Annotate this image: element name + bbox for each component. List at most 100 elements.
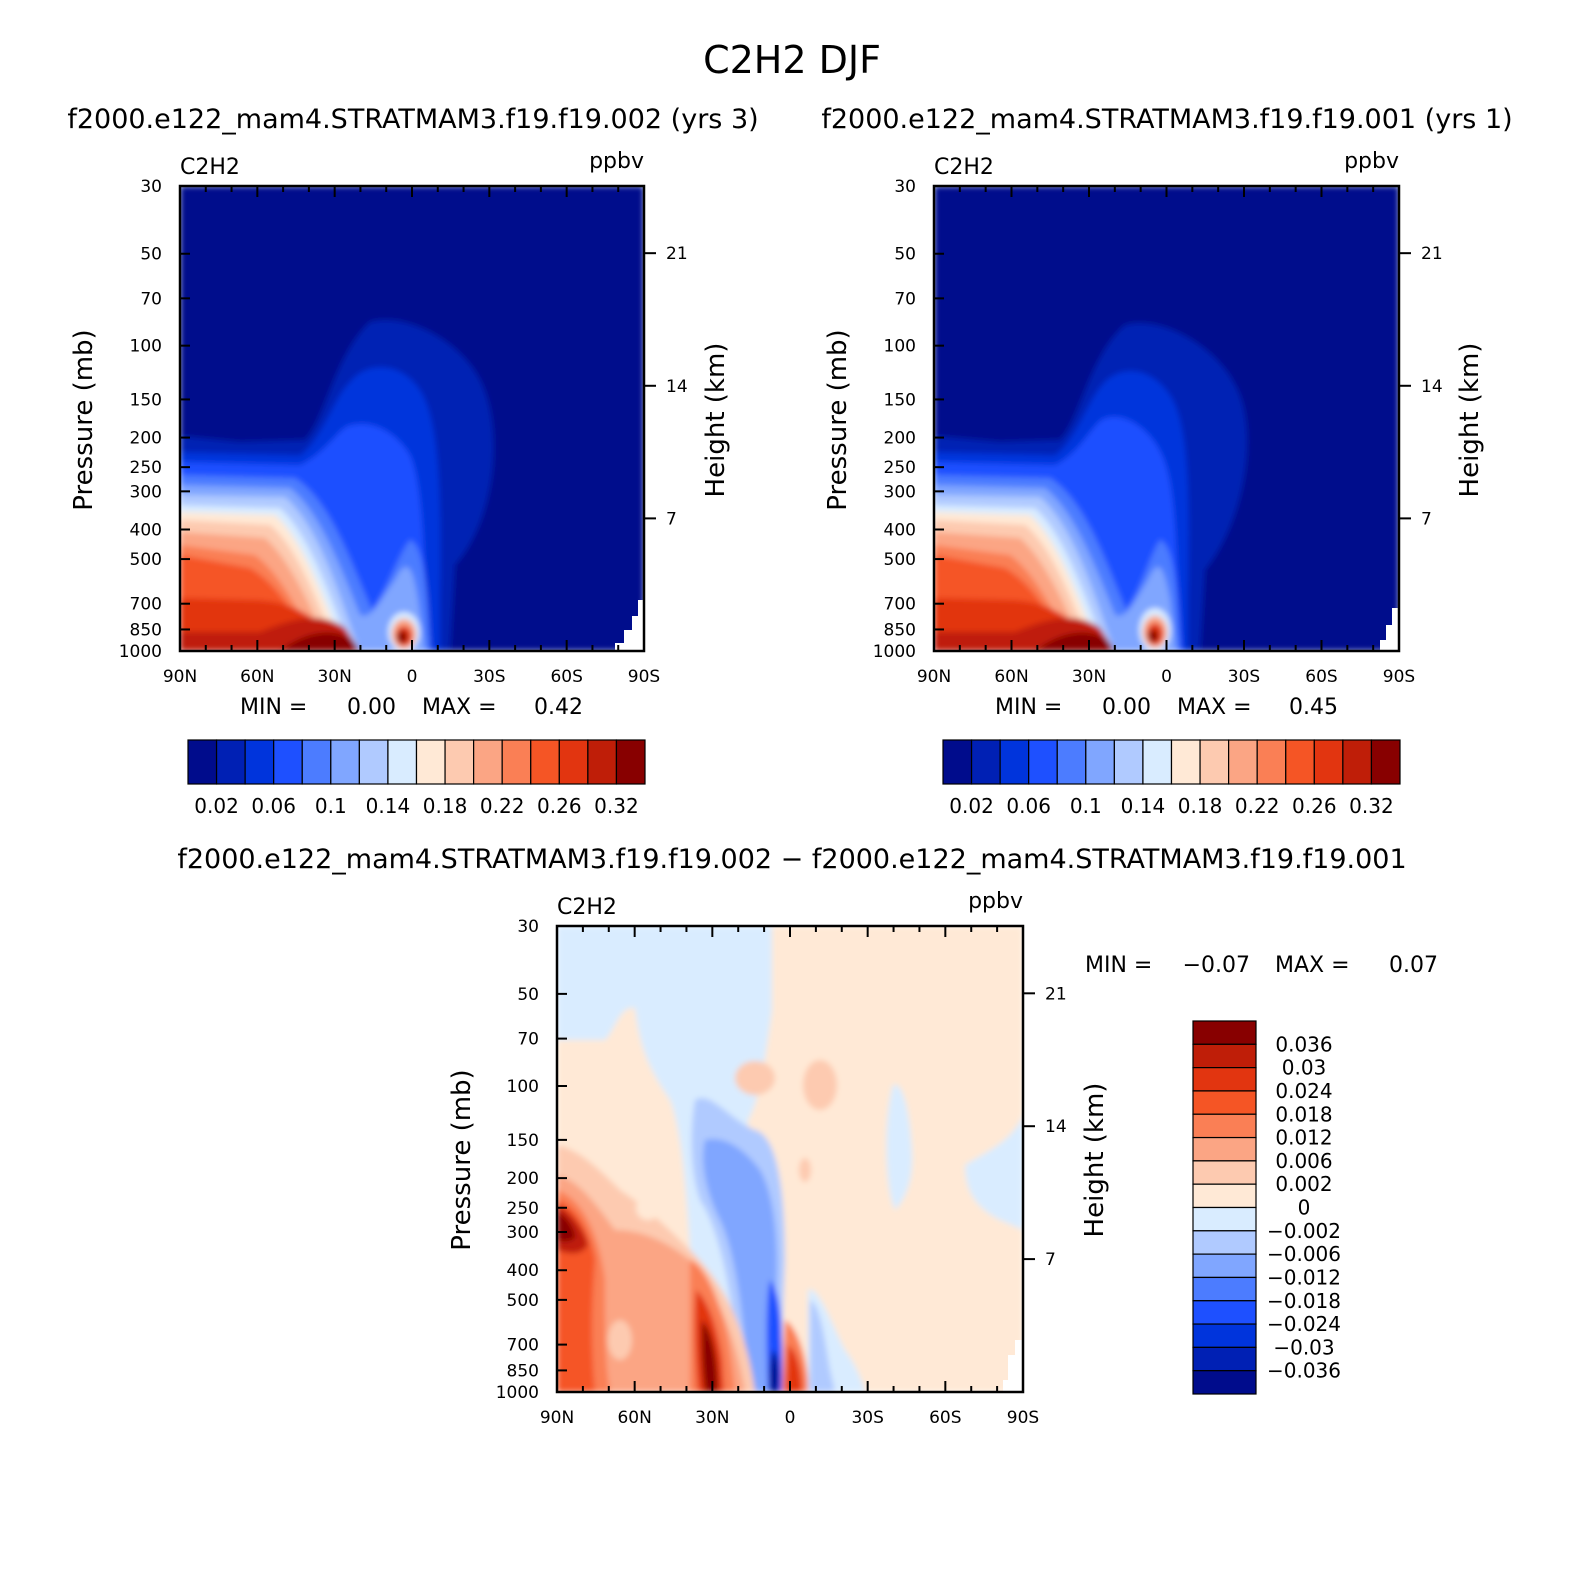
y-tick-label: 50 — [140, 245, 162, 265]
colorbar-swatch — [473, 739, 503, 785]
variable-label-diff: C2H2 — [557, 895, 617, 920]
y-tick-label: 30 — [894, 177, 916, 197]
y-tick-label: 30 — [517, 917, 539, 937]
height-tick-label: 21 — [1045, 984, 1067, 1004]
panel-case1: 90N 60N 30N 0 30S 60S 90S 30 50 70 100 150 200 250 300… — [69, 149, 731, 818]
x-tick-label: 30S — [851, 1408, 883, 1428]
y-tick-label: 700 — [507, 1336, 539, 1356]
height-tick-label: 14 — [666, 377, 688, 397]
x-tick-label: 60S — [550, 667, 582, 687]
colorbar-label: 0.024 — [1275, 1079, 1332, 1103]
x-tick-label: 30S — [1228, 667, 1260, 687]
y-tick-label: 1000 — [873, 642, 916, 662]
x-tick-label: 60N — [240, 667, 274, 687]
colorbar-swatch — [1085, 739, 1115, 785]
colorbar-swatch — [1285, 739, 1315, 785]
axes-diff: 90N 60N 30N 0 30S 60S 90S 30 50 70 100 150 200 250 300… — [496, 917, 1067, 1428]
colorbar-label: 0.32 — [1349, 794, 1394, 818]
colorbar-label: −0.036 — [1267, 1359, 1341, 1383]
height-tick-label: 7 — [1045, 1250, 1056, 1270]
colorbar-swatch — [1256, 739, 1287, 785]
y-tick-label: 850 — [507, 1361, 539, 1381]
x-tick-label: 60N — [617, 1408, 651, 1428]
x-tick-label: 90N — [163, 667, 197, 687]
colorbar-swatch — [1192, 1136, 1257, 1162]
colorbar-case2: 0.02 0.06 0.1 0.14 0.18 0.22 0.26 0.32 — [942, 739, 1401, 818]
colorbar-swatch — [558, 739, 589, 785]
max-label-case2: MAX = — [1177, 695, 1252, 720]
colorbar-swatch — [1056, 739, 1087, 785]
min-label-diff: MIN = — [1085, 953, 1152, 978]
colorbar-diff: 0.0360.030.0240.0180.0120.0060.0020−0.00… — [1192, 1020, 1341, 1395]
colorbar-swatch — [273, 739, 303, 785]
colorbar-label: −0.018 — [1267, 1289, 1341, 1313]
y-tick-label: 100 — [884, 337, 916, 357]
colorbar-label: −0.012 — [1267, 1265, 1341, 1289]
y-tick-label: 100 — [130, 337, 162, 357]
contour-field-case2 — [934, 186, 1399, 651]
max-value-diff: 0.07 — [1389, 953, 1438, 978]
ylabel-case1: Pressure (mb) — [69, 329, 99, 510]
y-tick-label: 50 — [517, 985, 539, 1005]
y-tick-label: 150 — [507, 1131, 539, 1151]
colorbar-label: 0.18 — [1178, 794, 1223, 818]
min-value-case1: 0.00 — [347, 695, 396, 720]
colorbar-swatch — [1199, 739, 1230, 785]
ylabel-right-case2: Height (km) — [1455, 343, 1485, 498]
height-tick-label: 14 — [1045, 1117, 1067, 1137]
x-tick-label: 30N — [695, 1408, 729, 1428]
colorbar-swatch — [970, 739, 1001, 785]
units-label-case2: ppbv — [1344, 149, 1399, 174]
colorbar-label: −0.03 — [1273, 1335, 1334, 1359]
y-tick-label: 50 — [894, 245, 916, 265]
colorbar-swatch — [1142, 739, 1173, 785]
y-tick-label: 300 — [130, 482, 162, 502]
height-tick-label: 7 — [1421, 509, 1432, 529]
colorbar-label: 0.018 — [1275, 1102, 1332, 1126]
colorbar-swatch — [1192, 1183, 1257, 1209]
y-tick-label: 30 — [140, 177, 162, 197]
x-tick-label: 90S — [628, 667, 660, 687]
colorbar-swatch — [244, 739, 275, 785]
variable-label-case2: C2H2 — [934, 155, 994, 180]
colorbar-label: 0.02 — [949, 794, 994, 818]
max-value-case1: 0.42 — [534, 695, 583, 720]
colorbar-label: 0.03 — [1282, 1056, 1327, 1080]
y-tick-label: 500 — [884, 550, 916, 570]
y-tick-label: 700 — [130, 595, 162, 615]
ylabel-diff: Pressure (mb) — [447, 1069, 477, 1250]
colorbar-label: 0.26 — [1292, 794, 1337, 818]
colorbar-label: 0.036 — [1275, 1032, 1332, 1056]
y-tick-label: 400 — [130, 520, 162, 540]
colorbar-swatch — [1192, 1043, 1257, 1069]
colorbar-swatch — [1028, 739, 1058, 785]
colorbar-swatch — [1192, 1230, 1257, 1255]
colorbar-swatch — [415, 739, 446, 785]
colorbar-label: 0.14 — [366, 794, 411, 818]
colorbar-label: 0.06 — [1006, 794, 1051, 818]
x-tick-label: 0 — [785, 1408, 796, 1428]
min-value-diff: −0.07 — [1183, 953, 1250, 978]
colorbar-swatch — [444, 739, 475, 785]
colorbar-label: 0.006 — [1275, 1149, 1332, 1173]
colorbar-swatch — [1113, 739, 1144, 785]
colorbar-swatch — [942, 739, 973, 785]
colorbar-swatch — [358, 739, 389, 785]
colorbar-label: 0.1 — [315, 794, 347, 818]
y-tick-label: 200 — [884, 429, 916, 449]
x-tick-label: 60N — [994, 667, 1028, 687]
ylabel-case2: Pressure (mb) — [823, 329, 853, 510]
y-tick-label: 200 — [130, 429, 162, 449]
max-label-case1: MAX = — [422, 695, 497, 720]
x-tick-label: 90N — [917, 667, 951, 687]
contour-field-diff — [557, 926, 1023, 1392]
x-tick-label: 60S — [1305, 667, 1337, 687]
height-tick-label: 7 — [666, 509, 677, 529]
colorbar-swatch — [187, 739, 218, 785]
x-tick-label: 0 — [1161, 667, 1172, 687]
y-tick-label: 850 — [130, 620, 162, 640]
min-label-case1: MIN = — [240, 695, 307, 720]
panel-case2: 90N 60N 30N 0 30S 60S 90S 30 50 70 100 150 200 250 300… — [823, 149, 1485, 818]
min-value-case2: 0.00 — [1102, 695, 1151, 720]
units-label-case1: ppbv — [589, 149, 644, 174]
